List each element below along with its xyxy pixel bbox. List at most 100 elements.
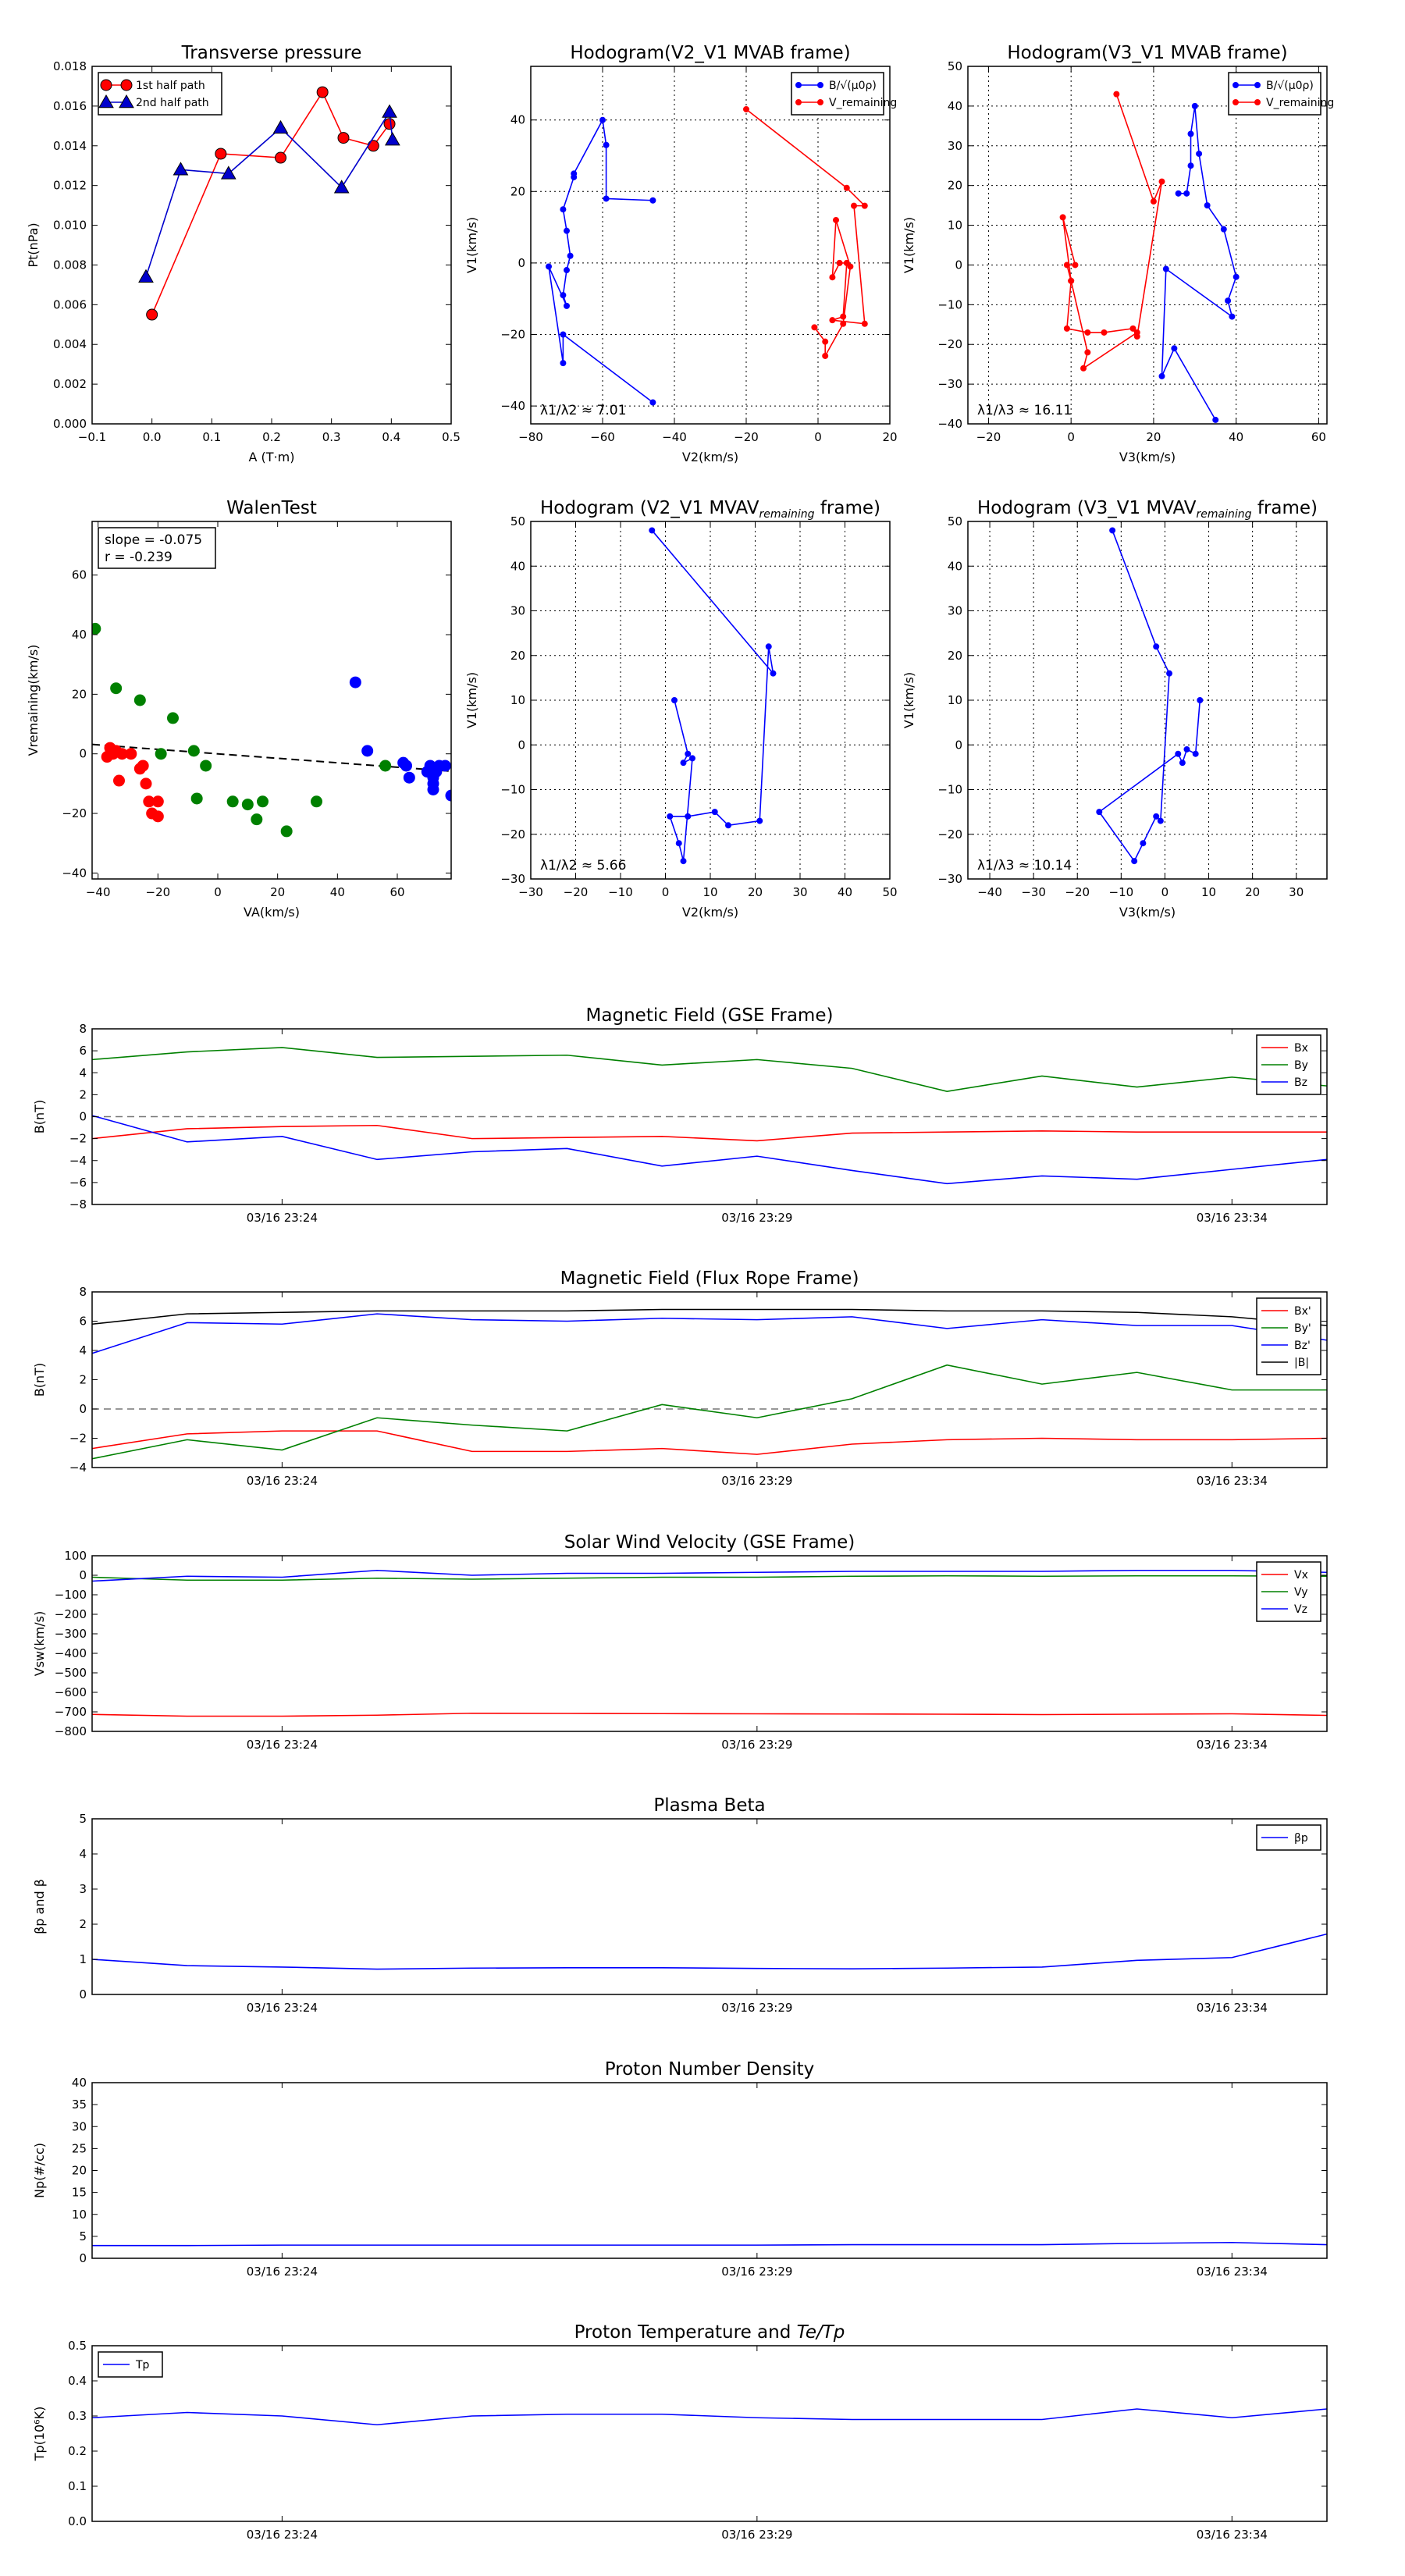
- axes-frame: [91, 2345, 1328, 2522]
- legend-label: |B|: [1294, 1357, 1309, 1369]
- y-tick-label: 0: [518, 738, 525, 752]
- chart-title: Magnetic Field (GSE Frame): [586, 1005, 834, 1026]
- y-tick-label: −40: [500, 399, 525, 413]
- data-point: [843, 259, 850, 266]
- data-point: [110, 682, 123, 695]
- x-tick-label: 03/16 23:29: [721, 2265, 792, 2279]
- data-point: [861, 320, 868, 327]
- legend-marker: [1232, 82, 1239, 88]
- data-point: [403, 771, 415, 784]
- x-tick-label: 0.2: [262, 430, 281, 444]
- fit-line: [92, 743, 451, 773]
- y-tick-label: 0.016: [53, 99, 87, 113]
- y-tick-label: 0: [79, 1110, 87, 1124]
- data-point: [439, 760, 451, 772]
- y-tick-label: 20: [510, 649, 525, 663]
- data-point: [133, 694, 146, 706]
- y-tick-label: −40: [937, 417, 962, 431]
- data-point: [571, 173, 578, 180]
- x-tick-label: 20: [748, 885, 763, 899]
- data-point: [1183, 745, 1190, 753]
- y-tick-label: 0: [79, 2251, 87, 2265]
- data-point: [445, 789, 451, 802]
- data-point: [1232, 273, 1240, 280]
- chart-title-text: Solar Wind Velocity (GSE Frame): [564, 1532, 855, 1553]
- x-tick-label: −60: [590, 430, 615, 444]
- legend-label: 1st half path: [136, 80, 205, 92]
- x-tick-label: 03/16 23:24: [247, 2265, 318, 2279]
- legend: Bx' By' Bz' |B|: [1256, 1297, 1321, 1375]
- data-point: [1229, 313, 1236, 320]
- series-line-1: [92, 1364, 1327, 1460]
- y-tick-label: 10: [948, 693, 962, 707]
- y-tick-label: −500: [55, 1666, 87, 1680]
- y-tick-label: 0.4: [68, 2374, 87, 2388]
- y-tick-label: 8: [79, 1285, 87, 1299]
- legend-marker: [817, 99, 823, 105]
- axes-frame: [967, 66, 1328, 425]
- data-point: [680, 858, 687, 865]
- y-tick-label: 10: [948, 219, 962, 233]
- data-point: [379, 760, 392, 772]
- x-tick-label: −40: [977, 885, 1002, 899]
- y-axis-label: Pt(nPa): [26, 222, 41, 267]
- chart-title-text: Proton Number Density: [605, 2059, 815, 2080]
- data-point: [1068, 277, 1075, 284]
- y-tick-label: 4: [79, 1066, 87, 1080]
- data-point: [137, 760, 149, 772]
- data-point: [1162, 265, 1169, 272]
- legend-marker: [795, 82, 802, 88]
- y-tick-label: 6: [79, 1315, 87, 1329]
- legend-box: [791, 72, 884, 116]
- chart-title-text: Transverse pressure: [181, 43, 362, 63]
- data-point: [564, 302, 570, 309]
- temperature-panel: 03/16 23:24 03/16 23:29 03/16 23:34 0.0 0.1 0…: [32, 2322, 1328, 2542]
- x-tick-label: −20: [564, 885, 589, 899]
- data-point: [1084, 329, 1091, 336]
- data-point: [1225, 297, 1232, 304]
- eigenvalue-ratio-annotation: λ1/λ2 ≈ 5.66: [540, 858, 626, 873]
- y-tick-label: 0.018: [53, 59, 87, 73]
- y-tick-label: 4: [79, 1343, 87, 1357]
- x-axis-label: V2(km/s): [682, 905, 738, 920]
- data-point: [685, 750, 692, 757]
- series-line-1: [145, 110, 393, 277]
- hodo_v3_mvab-panel: −20 0 20 40 60 −40 −30 −20 −10 0 10 20 30 40 50 Hodogra…: [902, 43, 1334, 464]
- x-tick-label: 20: [1245, 885, 1260, 899]
- y-tick-label: 20: [948, 649, 962, 663]
- data-point: [840, 320, 847, 327]
- y-tick-label: −20: [62, 806, 87, 820]
- data-point: [349, 676, 361, 688]
- data-point: [1131, 858, 1138, 865]
- legend-label: 2nd half path: [136, 97, 209, 109]
- legend-marker: [1232, 99, 1239, 105]
- data-point: [1158, 372, 1165, 379]
- hodo_v2_mvav-panel: −30 −20 −10 0 10 20 30 40 50 −30 −20 −10 0 10 20 30 40 50…: [464, 498, 898, 920]
- x-tick-label: −40: [662, 430, 687, 444]
- data-point: [671, 697, 678, 703]
- chart-title: WalenTest: [226, 498, 317, 518]
- series-line-1: [92, 1574, 1327, 1582]
- y-tick-label: −40: [62, 866, 87, 880]
- data-point: [649, 197, 656, 204]
- y-tick-label: 60: [72, 568, 87, 582]
- x-tick-label: −10: [1109, 885, 1134, 899]
- data-point: [1109, 527, 1116, 534]
- density-panel: 03/16 23:24 03/16 23:29 03/16 23:34 0 5 10 15 2…: [32, 2059, 1328, 2279]
- x-tick-label: −20: [146, 885, 171, 899]
- data-point: [1063, 325, 1070, 332]
- x-tick-label: 0: [1067, 430, 1075, 444]
- y-tick-label: −800: [55, 1724, 87, 1738]
- series-line-2: [92, 1569, 1327, 1582]
- data-point: [675, 840, 682, 847]
- data-point: [173, 162, 189, 176]
- data-point: [756, 817, 763, 824]
- data-point: [560, 206, 567, 213]
- stats-line: r = -0.239: [105, 550, 173, 565]
- y-tick-label: −4: [69, 1461, 87, 1475]
- x-tick-label: 03/16 23:24: [247, 1211, 318, 1225]
- walen-panel: −40 −20 0 20 40 60 −40 −20 0 20 40 60 WalenTest VA(km…: [26, 498, 452, 920]
- x-tick-label: −0.1: [78, 430, 106, 444]
- data-point: [1153, 643, 1160, 650]
- velocity-panel: 03/16 23:24 03/16 23:29 03/16 23:34 −800 −70…: [32, 1532, 1328, 1752]
